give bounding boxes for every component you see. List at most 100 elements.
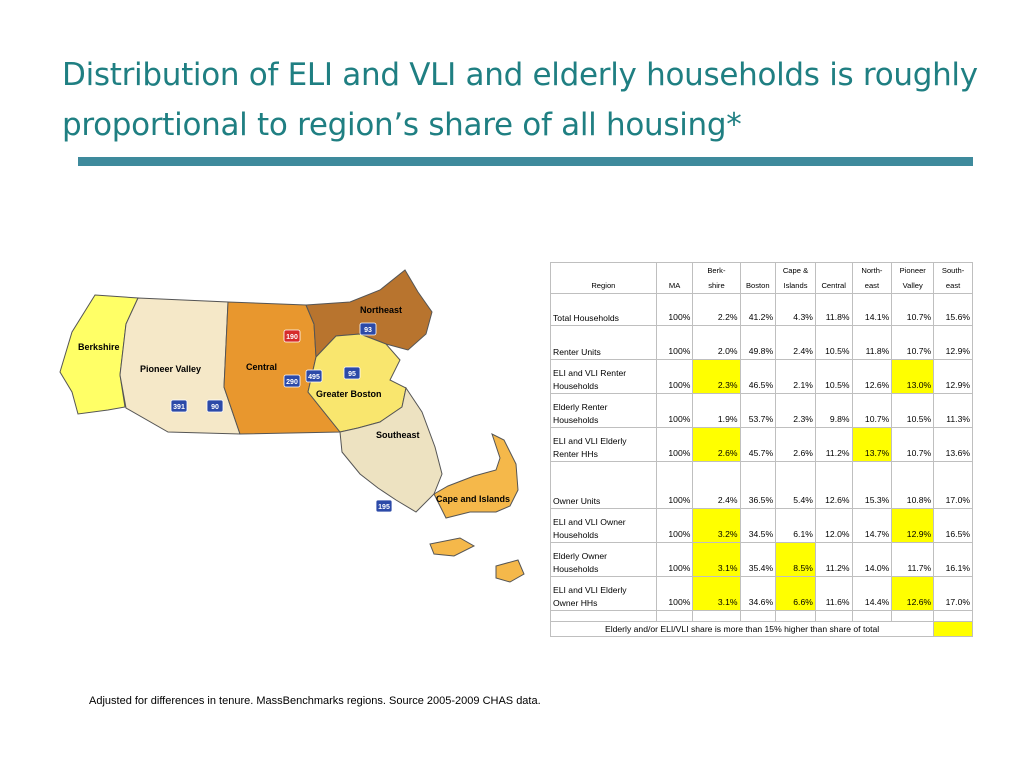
table-cell: 100% <box>655 325 694 360</box>
table-cell-highlighted: 2.3% <box>692 359 741 394</box>
table-cell: 34.6% <box>739 576 777 611</box>
table-cell: 10.7% <box>851 393 893 428</box>
table-cell: 34.5% <box>739 508 777 543</box>
legend-swatch <box>933 621 973 637</box>
svg-text:495: 495 <box>308 374 320 381</box>
table-cell: 10.5% <box>814 325 853 360</box>
svg-text:93: 93 <box>364 327 372 334</box>
table-row: ELI and VLI Elderly Owner HHs 100% 3.1% 3… <box>550 576 973 611</box>
table-cell: 10.7% <box>891 293 935 326</box>
svg-text:195: 195 <box>378 504 390 511</box>
map-label-northeast: Northeast <box>360 305 402 315</box>
table-cell-highlighted: 13.0% <box>891 359 935 394</box>
table-cell: 36.5% <box>739 461 777 509</box>
table-cell: 11.6% <box>814 576 853 611</box>
table-cell: 10.5% <box>891 393 935 428</box>
table-cell: 11.2% <box>814 427 853 462</box>
table-cell: 17.0% <box>933 461 973 509</box>
table-row: ELI and VLI Renter Households 100% 2.3% 4… <box>550 359 973 394</box>
table-cell: 17.0% <box>933 576 973 611</box>
table-cell: 53.7% <box>739 393 777 428</box>
col-header-berkshire: Berk-shire <box>692 262 741 294</box>
table-cell-highlighted: 12.6% <box>891 576 935 611</box>
table-cell-highlighted: 12.9% <box>891 508 935 543</box>
table-cell: 2.2% <box>692 293 741 326</box>
row-label: Elderly Owner Households <box>550 542 657 577</box>
table-row: Elderly Renter Households 100% 1.9% 53.7%… <box>550 393 973 428</box>
col-header-southeast: South-east <box>933 262 973 294</box>
table-cell: 2.1% <box>775 359 816 394</box>
table-header-row: Region MA Berk-shire Boston Cape & Island… <box>550 262 973 294</box>
col-header-region: Region <box>550 262 657 294</box>
svg-text:95: 95 <box>348 371 356 378</box>
table-cell: 11.3% <box>933 393 973 428</box>
table-cell: 2.0% <box>692 325 741 360</box>
table-cell: 2.4% <box>775 325 816 360</box>
table-cell: 100% <box>655 508 694 543</box>
table-spacer-row <box>550 610 973 622</box>
regional-share-table: Region MA Berk-shire Boston Cape & Island… <box>549 262 973 637</box>
svg-text:90: 90 <box>211 404 219 411</box>
map-label-cape-and-islands: Cape and Islands <box>436 494 510 504</box>
table-cell: 10.8% <box>891 461 935 509</box>
row-label: Renter Units <box>550 325 657 360</box>
table-cell-highlighted: 3.2% <box>692 508 741 543</box>
table-cell: 14.1% <box>851 293 893 326</box>
region-cape-and-islands <box>433 433 519 519</box>
legend-row: Elderly and/or ELI/VLI share is more tha… <box>549 621 973 637</box>
table-row: ELI and VLI Owner Households 100% 3.2% 34… <box>550 508 973 543</box>
col-header-central: Central <box>814 262 853 294</box>
map-label-berkshire: Berkshire <box>78 342 120 352</box>
map-label-greater-boston: Greater Boston <box>316 389 382 399</box>
svg-text:190: 190 <box>286 334 298 341</box>
table-cell: 14.4% <box>851 576 893 611</box>
table-cell: 14.7% <box>851 508 893 543</box>
table-cell: 9.8% <box>814 393 853 428</box>
table-cell: 2.6% <box>775 427 816 462</box>
table-row: Renter Units 100% 2.0% 49.8% 2.4% 10.5% … <box>550 325 973 360</box>
table-cell: 11.8% <box>851 325 893 360</box>
source-footnote: Adjusted for differences in tenure. Mass… <box>89 695 541 707</box>
table-cell: 100% <box>655 461 694 509</box>
table-cell: 6.1% <box>775 508 816 543</box>
row-label: Owner Units <box>550 461 657 509</box>
table-cell: 10.7% <box>891 325 935 360</box>
massachusetts-regions-map: Berkshire Pioneer Valley Central Northea… <box>59 269 525 583</box>
highway-shield: 495 <box>305 369 323 383</box>
table-cell: 10.7% <box>891 427 935 462</box>
table-cell: 2.4% <box>692 461 741 509</box>
table-cell: 100% <box>655 393 694 428</box>
table-cell: 12.6% <box>814 461 853 509</box>
table-cell: 16.1% <box>933 542 973 577</box>
table-cell: 15.6% <box>933 293 973 326</box>
row-label: ELI and VLI Owner Households <box>550 508 657 543</box>
table-cell: 13.6% <box>933 427 973 462</box>
table-cell: 15.3% <box>851 461 893 509</box>
table-cell: 41.2% <box>739 293 777 326</box>
table-row: Elderly Owner Households 100% 3.1% 35.4% … <box>550 542 973 577</box>
table-cell-highlighted: 6.6% <box>775 576 816 611</box>
table-cell: 100% <box>655 293 694 326</box>
table-cell-highlighted: 13.7% <box>851 427 893 462</box>
col-header-cape-islands: Cape & Islands <box>775 262 816 294</box>
table-cell: 12.9% <box>933 359 973 394</box>
row-label: Total Households <box>550 293 657 326</box>
col-header-ma: MA <box>655 262 694 294</box>
table-row: ELI and VLI Elderly Renter HHs 100% 2.6% … <box>550 427 973 462</box>
col-header-northeast: North-east <box>851 262 893 294</box>
table-cell-highlighted: 8.5% <box>775 542 816 577</box>
region-southeast <box>339 386 443 513</box>
table-row: Total Households 100% 2.2% 41.2% 4.3% 11… <box>550 293 973 326</box>
table-cell-highlighted: 3.1% <box>692 542 741 577</box>
svg-text:290: 290 <box>286 379 298 386</box>
slide-title: Distribution of ELI and VLI and elderly … <box>62 57 978 143</box>
highway-shield: 93 <box>359 322 377 336</box>
highway-shield: 290 <box>283 374 301 388</box>
island-nantucket <box>495 559 525 583</box>
table-row: Owner Units 100% 2.4% 36.5% 5.4% 12.6% 1… <box>550 461 973 509</box>
table-cell: 4.3% <box>775 293 816 326</box>
map-label-southeast: Southeast <box>376 430 420 440</box>
table-cell: 5.4% <box>775 461 816 509</box>
col-header-boston: Boston <box>739 262 777 294</box>
legend-text: Elderly and/or ELI/VLI share is more tha… <box>549 621 935 637</box>
